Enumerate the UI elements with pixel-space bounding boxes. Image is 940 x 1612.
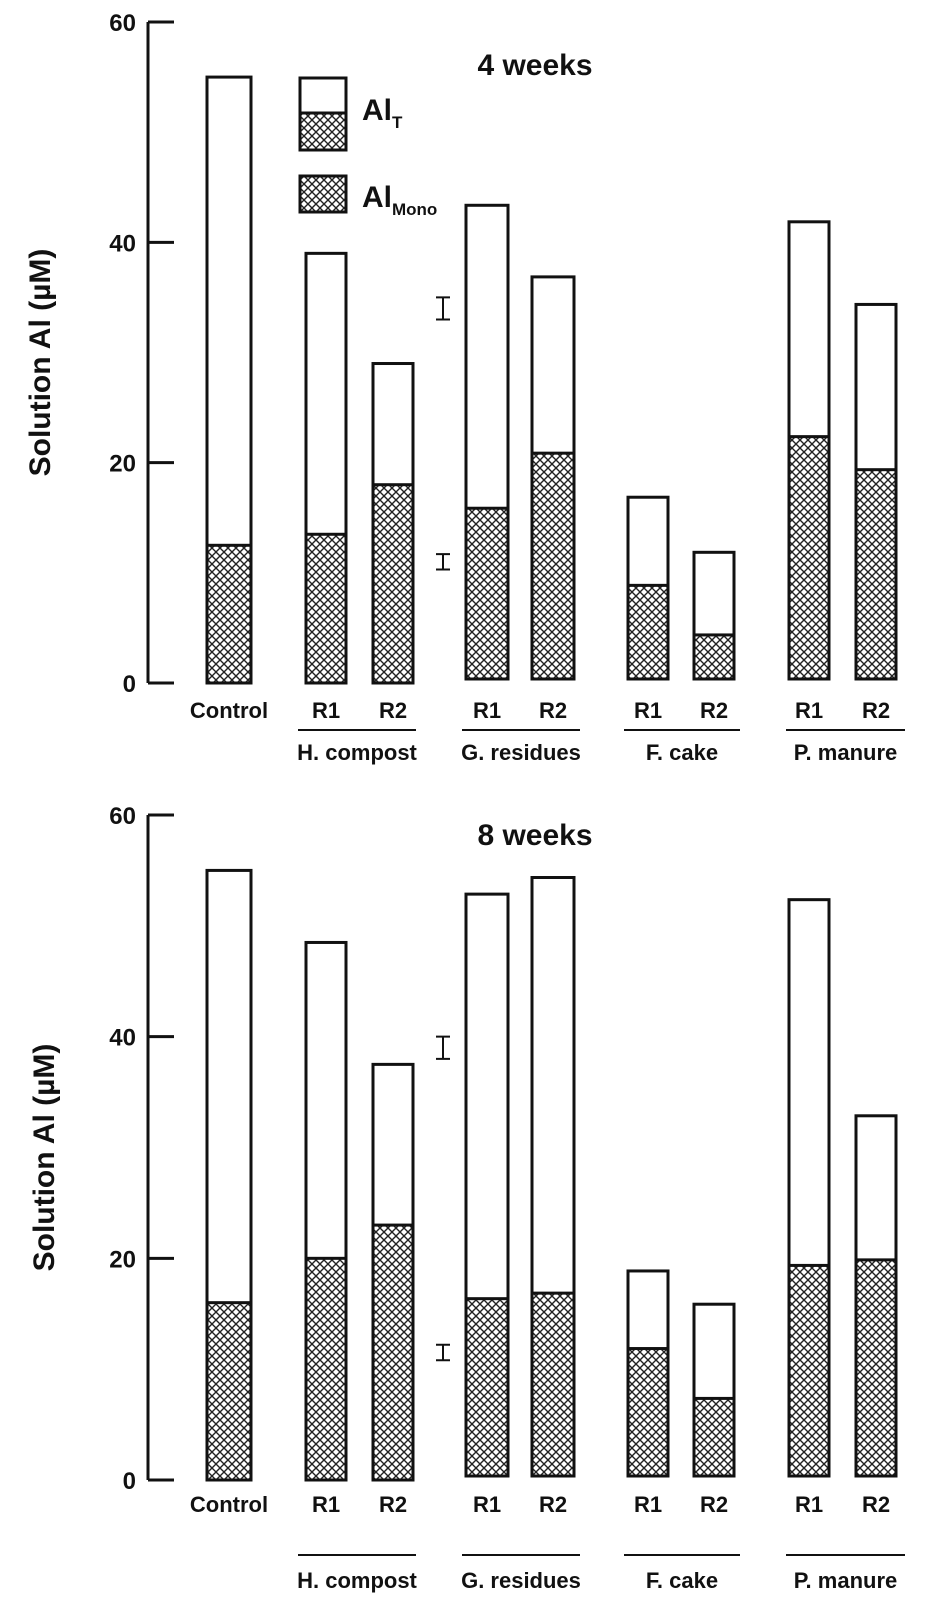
legend: AlT AlMono (298, 76, 437, 219)
panel-2-category-label: Control (190, 1492, 268, 1517)
panel-1-y-tick-label: 0 (123, 671, 136, 698)
legend-mono-label: AlMono (362, 181, 437, 219)
panel-2-category-label: R2 (862, 1492, 890, 1517)
panel-1-error-bar (436, 553, 450, 571)
panel-2-category-label: R1 (312, 1492, 340, 1517)
panel-1-title: 4 weeks (477, 49, 592, 82)
panel-2-category-label: R1 (634, 1492, 662, 1517)
panel-2-group-label: P. manure (794, 1568, 898, 1593)
panel-2-category-label: R2 (539, 1492, 567, 1517)
panel-2-y-axis-label: Solution Al (µM) (28, 1044, 61, 1272)
legend-total-label: AlT (362, 94, 403, 132)
panel-1-error-bar (436, 296, 450, 321)
panel-2-title: 8 weeks (477, 819, 592, 852)
panel-1-category-label: R1 (473, 698, 501, 723)
panel-2-bar-mono-2 (371, 1223, 415, 1482)
panel-2-bar-mono-7 (787, 1263, 831, 1478)
panel-2-bar-mono-3 (464, 1297, 510, 1478)
panel-1-category-label: R2 (379, 698, 407, 723)
panel-1-bar-mono-2 (371, 483, 415, 685)
panel-2-y-tick-label: 20 (109, 1246, 136, 1273)
panel-1-y-tick-label: 40 (109, 230, 136, 257)
panel-1-category-label: R2 (700, 698, 728, 723)
panel-1-category-label: R2 (539, 698, 567, 723)
panel-2-bar-mono-1 (304, 1256, 348, 1482)
panel-2-bar-mono-5 (626, 1347, 670, 1478)
panel-2-error-bar (436, 1343, 450, 1362)
legend-swatch-mono (298, 174, 348, 214)
panel-1-category-label: R1 (634, 698, 662, 723)
panel-1-group-label: G. residues (461, 740, 581, 765)
panel-2-group-label: G. residues (461, 1568, 581, 1593)
panel-1-y-tick-label: 60 (109, 10, 136, 37)
panel-1-category-label: Control (190, 698, 268, 723)
panel-2-bar-mono-8 (854, 1258, 898, 1478)
panel-1-y-tick-label: 20 (109, 451, 136, 478)
panel-1-category-label: R1 (795, 698, 823, 723)
panel-1-y-axis-label: Solution Al (µM) (24, 249, 57, 477)
panel-2-bar-mono-4 (530, 1291, 576, 1478)
panel-2-error-bar (436, 1035, 450, 1060)
panel-1-bar-mono-1 (304, 532, 348, 685)
panel-2-group-label: F. cake (646, 1568, 718, 1593)
panel-1-group-label: H. compost (297, 740, 417, 765)
panel-1-bar-mono-5 (626, 583, 670, 681)
panel-1-group-label: F. cake (646, 740, 718, 765)
panel-1-bar-mono-4 (530, 451, 576, 681)
legend-swatch-total-mono-part (298, 111, 348, 152)
panel-2-category-label: R2 (379, 1492, 407, 1517)
panel-1-bar-mono-3 (464, 506, 510, 681)
panel-2-category-label: R2 (700, 1492, 728, 1517)
panel-2-bar-mono-0 (205, 1301, 253, 1482)
panel-1-bar-mono-0 (205, 543, 253, 685)
panel-2-bar-mono-6 (692, 1396, 736, 1478)
panel-2-group-label: H. compost (297, 1568, 417, 1593)
panel-2-y-tick-label: 60 (109, 803, 136, 830)
panel-1-category-label: R2 (862, 698, 890, 723)
panel-1-category-label: R1 (312, 698, 340, 723)
panel-1-bar-mono-7 (787, 435, 831, 681)
panel-2-category-label: R1 (473, 1492, 501, 1517)
panel-1-bar-mono-6 (692, 633, 736, 681)
panel-2-category-label: R1 (795, 1492, 823, 1517)
panel-2-y-tick-label: 40 (109, 1025, 136, 1052)
panel-1: 0 20 40 60 Solution Al (µM) 4 weeks Control R1 R… (24, 10, 905, 765)
panel-2: 0 20 40 60 Solution Al (µM) 8 weeks Control R1 R… (28, 803, 905, 1593)
panel-2-y-tick-label: 0 (123, 1468, 136, 1495)
panel-1-bar-mono-8 (854, 468, 898, 681)
panel-1-group-label: P. manure (794, 740, 898, 765)
